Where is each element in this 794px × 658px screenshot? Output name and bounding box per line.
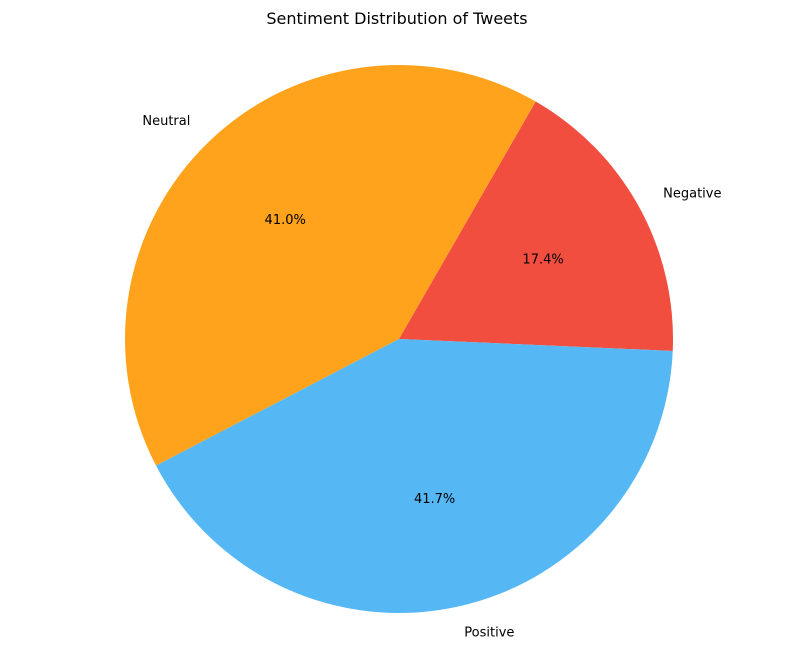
- slice-label-negative: Negative: [663, 186, 721, 201]
- pct-label-negative: 17.4%: [522, 252, 563, 267]
- pie-slice-neutral: [124, 65, 536, 466]
- slice-label-positive: Positive: [464, 626, 514, 641]
- pie-slice-positive: [156, 339, 673, 613]
- chart-title: Sentiment Distribution of Tweets: [266, 9, 527, 28]
- pct-label-neutral: 41.0%: [265, 213, 306, 228]
- pie-slice-negative: [399, 101, 673, 351]
- pie-labels: 17.4% Negative 41.0% Neutral 41.7% Positive: [142, 114, 721, 641]
- pie-slices: [124, 65, 673, 613]
- pct-label-positive: 41.7%: [414, 492, 455, 507]
- slice-label-neutral: Neutral: [142, 114, 190, 129]
